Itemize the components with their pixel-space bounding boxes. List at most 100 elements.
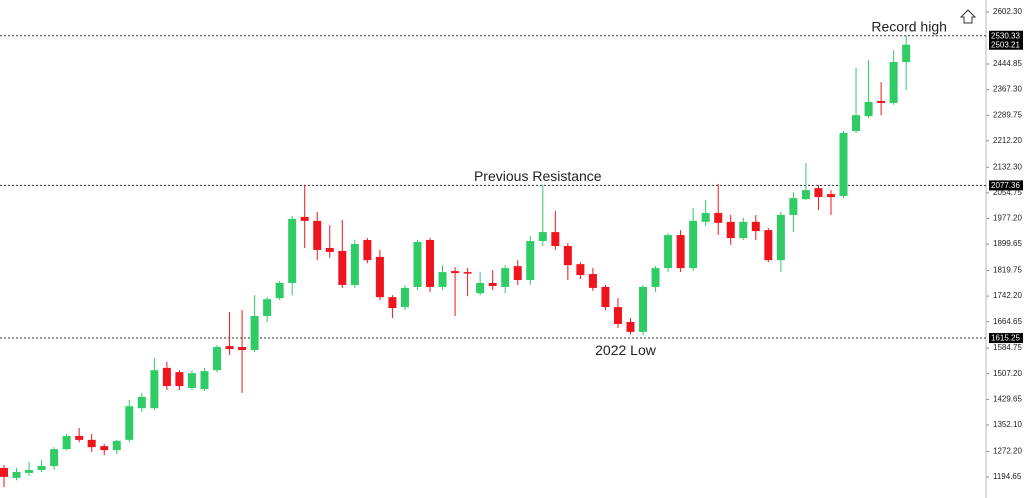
candle-body <box>50 449 59 466</box>
candle-body <box>162 367 171 387</box>
candle-body <box>739 221 748 239</box>
price-box-label: 1615.25 <box>991 334 1020 343</box>
candle-body <box>187 373 196 389</box>
candle-body <box>639 286 648 332</box>
candle-body <box>664 235 673 269</box>
candle-body <box>751 221 760 232</box>
candle-body <box>826 194 835 198</box>
y-tick-label: 1507.20 <box>993 369 1022 378</box>
candle-body <box>889 61 898 103</box>
price-box <box>989 39 1023 50</box>
candle-body <box>0 467 8 477</box>
y-tick-label: 2444.85 <box>993 59 1022 68</box>
y-tick-label: 2367.30 <box>993 85 1022 94</box>
candle-body <box>551 232 560 246</box>
candle-body <box>300 216 309 221</box>
candle-body <box>563 245 572 266</box>
candle-body <box>651 268 660 287</box>
candle-body <box>275 282 284 299</box>
candle-body <box>601 286 610 308</box>
candle-body <box>576 264 585 276</box>
scroll-icon <box>959 9 977 24</box>
candle-body <box>200 371 209 390</box>
candle-body <box>839 132 848 197</box>
price-box <box>989 333 1023 344</box>
candle-body <box>37 465 46 470</box>
candle-body <box>526 241 535 280</box>
y-tick-label: 1977.20 <box>993 214 1022 223</box>
y-tick-label: 1742.20 <box>993 291 1022 300</box>
candle-body <box>726 221 735 239</box>
candle-body <box>714 212 723 223</box>
candle-body <box>62 435 71 450</box>
y-tick-label: 1272.20 <box>993 446 1022 455</box>
candle-body <box>112 440 121 451</box>
candle-body <box>451 271 460 274</box>
candle-body <box>426 240 435 287</box>
y-tick-label: 2132.30 <box>993 162 1022 171</box>
candle-body <box>125 406 134 440</box>
candle-body <box>325 247 334 252</box>
y-tick-label: 1194.65 <box>993 472 1022 481</box>
candle-body <box>175 372 184 387</box>
candle-body <box>501 268 510 287</box>
candle-body <box>789 198 798 215</box>
candle-body <box>588 274 597 288</box>
candle-body <box>613 307 622 324</box>
candle-body <box>363 240 372 261</box>
candle-body <box>438 272 447 287</box>
candle-body <box>12 471 21 478</box>
price-box-label: 2503.21 <box>991 40 1020 49</box>
candle-body <box>25 469 34 473</box>
y-tick-label: 2054.75 <box>993 188 1022 197</box>
candle-body <box>338 250 347 285</box>
candle-body <box>902 44 911 62</box>
candle-body <box>814 188 823 198</box>
candle-body <box>701 212 710 222</box>
y-tick-label: 2602.30 <box>993 7 1022 16</box>
price-box-label: 2077.36 <box>991 181 1020 190</box>
candle-body <box>150 370 159 409</box>
candle-body <box>288 218 297 283</box>
y-tick-label: 1352.10 <box>993 420 1022 429</box>
annotation: 2022 Low <box>595 342 657 358</box>
candle-body <box>350 243 359 285</box>
candle-body <box>689 220 698 269</box>
candle-body <box>137 396 146 409</box>
candle-body <box>764 230 773 261</box>
candle-body <box>476 282 485 294</box>
y-tick-label: 1429.65 <box>993 394 1022 403</box>
candle-body <box>463 272 472 274</box>
candle-body <box>488 282 497 286</box>
candle-body <box>864 101 873 117</box>
y-tick-label: 1584.75 <box>993 343 1022 352</box>
candle-body <box>400 287 409 308</box>
y-tick-label: 1664.65 <box>993 317 1022 326</box>
candle-body <box>388 297 397 309</box>
candle-body <box>250 316 259 351</box>
candle-body <box>213 347 222 371</box>
y-tick-label: 2289.75 <box>993 110 1022 119</box>
price-box-label: 2530.33 <box>991 31 1020 40</box>
candle-body <box>263 299 272 317</box>
candle-body <box>238 347 247 351</box>
candle-body <box>776 214 785 261</box>
candle-body <box>225 346 234 350</box>
candle-body <box>87 439 96 448</box>
candle-body <box>100 446 109 451</box>
candle-body <box>626 321 635 332</box>
y-tick-label: 2212.20 <box>993 136 1022 145</box>
price-box <box>989 180 1023 191</box>
candle-body <box>513 266 522 280</box>
candle-body <box>852 115 861 132</box>
price-box <box>989 30 1023 41</box>
candle-body <box>801 190 810 200</box>
y-tick-label: 1899.65 <box>993 239 1022 248</box>
candle-body <box>676 235 685 269</box>
candle-body <box>877 100 886 103</box>
y-tick-label: 1819.75 <box>993 266 1022 275</box>
candle-body <box>313 220 322 250</box>
annotation: Previous Resistance <box>474 168 602 184</box>
annotation: Record high <box>871 18 947 34</box>
